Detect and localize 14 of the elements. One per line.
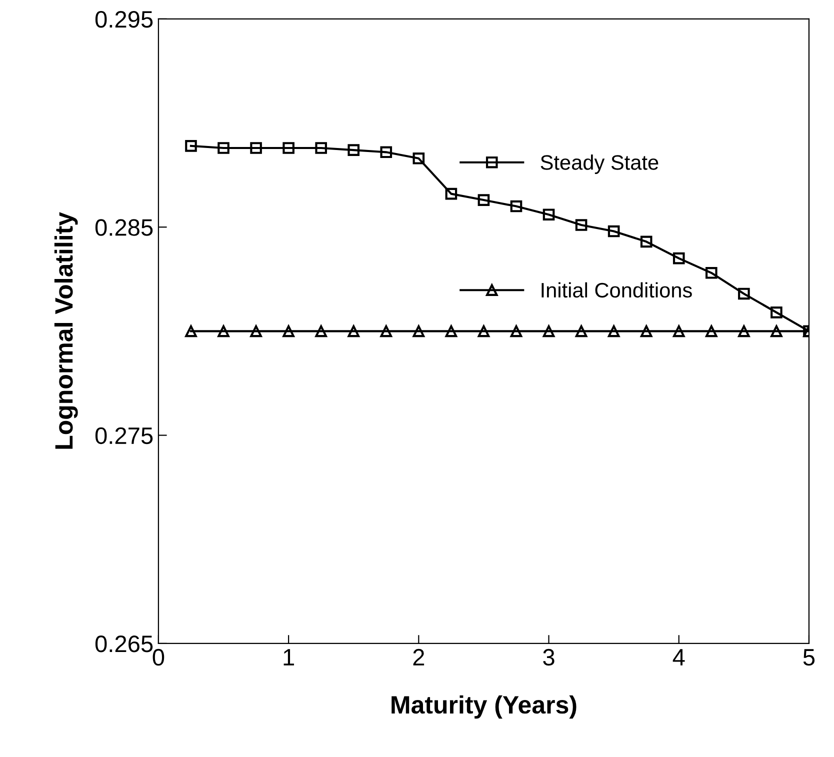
- x-axis-title: Maturity (Years): [392, 695, 576, 719]
- x-tick-label: 2: [413, 648, 424, 666]
- x-tick-label: 4: [672, 649, 685, 666]
- x-tick-label: 0: [152, 648, 164, 666]
- y-axis-title: Lognormal Volatility: [54, 212, 78, 449]
- x-tick-label: 3: [543, 648, 554, 666]
- y-tick-label: 0.285: [95, 219, 153, 236]
- x-tick-label: 1: [284, 649, 294, 666]
- y-tick-label: 0.265: [95, 636, 153, 652]
- y-tick-label: 0.295: [95, 10, 153, 28]
- legend-label: Initial Conditions: [542, 282, 692, 298]
- x-tick-label: 5: [803, 649, 815, 666]
- legend-label: Steady State: [540, 154, 658, 174]
- y-tick-label: 0.275: [95, 427, 153, 444]
